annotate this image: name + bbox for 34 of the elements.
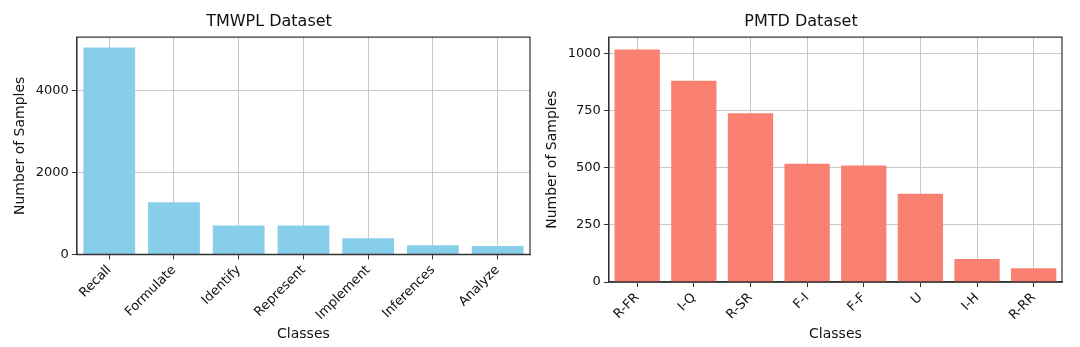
y-tick-label: 4000 [35, 81, 69, 97]
y-tick-label: 500 [576, 159, 601, 175]
bar [407, 245, 459, 254]
y-tick-label: 0 [592, 273, 601, 289]
bar [1011, 268, 1057, 282]
x-tick-label: U [907, 289, 925, 307]
bar [727, 113, 774, 282]
y-tick-label: 250 [576, 216, 601, 232]
chart-title: TMWPL Dataset [205, 10, 332, 30]
bar [784, 163, 830, 282]
bar [614, 49, 660, 282]
y-axis-title: Number of Samples [543, 90, 560, 229]
bar [897, 193, 944, 282]
bar [954, 258, 1000, 282]
y-tick-label: 1000 [567, 44, 601, 60]
bar [841, 165, 887, 282]
x-tick-label: F-F [843, 289, 869, 314]
x-axis-title: Classes [809, 325, 862, 342]
x-tick-label: I-H [957, 289, 982, 314]
bar [212, 225, 265, 254]
y-tick-label: 0 [60, 245, 69, 261]
chart-title: PMTD Dataset [744, 10, 858, 30]
y-tick-label: 750 [576, 101, 601, 117]
x-axis-title: Classes [277, 325, 330, 342]
bar [277, 225, 330, 254]
bar [83, 47, 136, 254]
bar [342, 238, 395, 254]
y-tick-label: 2000 [35, 163, 69, 179]
y-axis-title: Number of Samples [11, 76, 28, 216]
x-tick-label: F-I [789, 289, 812, 312]
bar [671, 80, 717, 282]
bar [471, 246, 524, 254]
x-tick-label: I-Q [674, 289, 699, 314]
bar [148, 202, 200, 254]
